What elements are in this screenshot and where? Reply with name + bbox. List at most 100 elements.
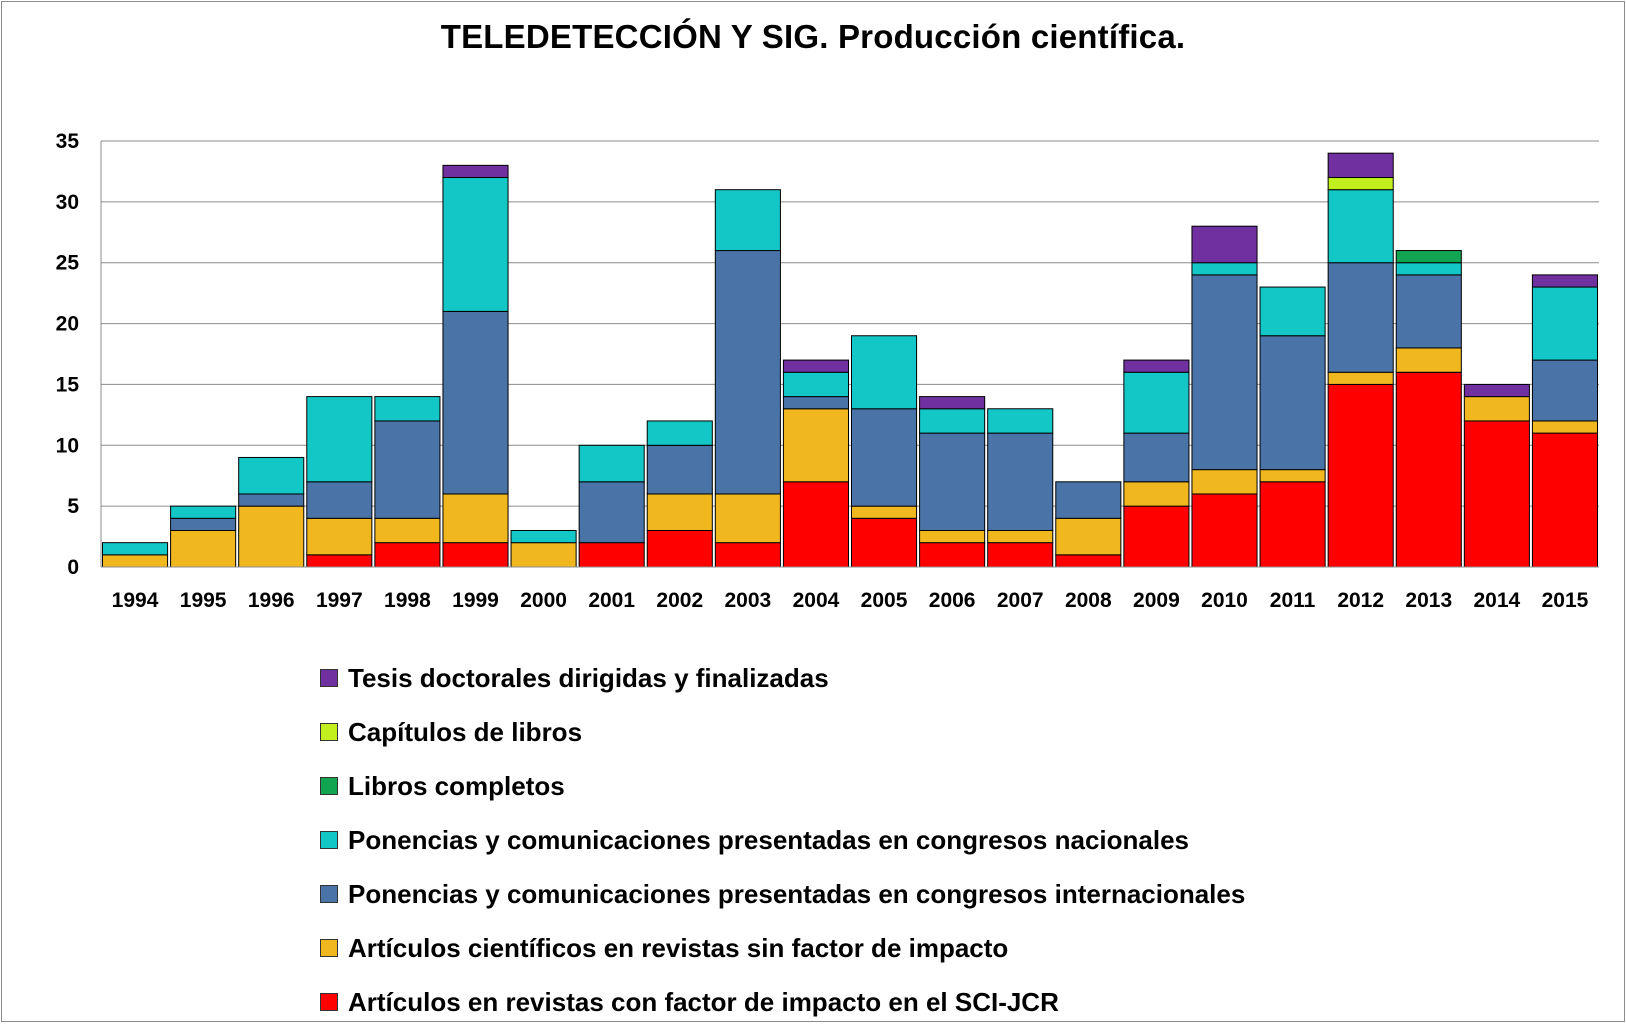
bars [102,152,1598,568]
legend-swatch [320,885,338,903]
y-tick-label: 0 [67,556,79,579]
bar-segment [442,542,509,568]
bar-segment [1259,469,1326,483]
y-tick-label: 10 [56,434,79,457]
x-tick-label: 2011 [1270,589,1316,612]
x-axis: 1994 1995 1996 1997 1998 1999 2000 2001 2002 2003… [101,566,1599,612]
bar-segment [1531,359,1598,422]
legend-item: Capítulos de libros [320,705,1245,759]
bar-segment [1531,274,1598,288]
bar-segment [102,542,169,556]
bar-segment [102,554,169,568]
bar-segment [1327,177,1394,191]
bar-segment [1259,286,1326,337]
chart-title: TELEDETECCIÓN Y SIG. Producción científi… [440,18,1186,55]
bar-segment [1531,420,1598,434]
bar-segment [1055,554,1122,568]
bar-segment [374,396,441,422]
bar-segment [306,517,373,556]
bar-segment [782,396,850,410]
legend-swatch [320,669,338,687]
x-tick-label: 1999 [452,589,499,612]
legend-swatch [320,993,338,1011]
bar-segment [714,250,781,495]
x-tick-label: 2010 [1201,589,1248,612]
y-tick-label: 5 [67,495,79,518]
bar-segment [442,164,509,179]
x-tick-label: 2006 [929,589,976,612]
bar-segment [578,481,645,544]
bar-segment [1055,481,1122,519]
bar-segment [714,493,781,544]
bar-segment [578,542,645,568]
bar-segment [578,444,645,483]
x-tick-label: 1997 [316,589,363,612]
bar-segment [170,505,237,519]
bar-segment [782,371,850,398]
bar-segment [1327,371,1394,385]
x-tick-label: 1995 [180,589,227,612]
x-tick-label: 2008 [1065,589,1112,612]
bar-segment [374,517,441,544]
legend-swatch [320,939,338,957]
bar-segment [714,189,781,252]
bar-segment [1259,481,1326,568]
bar-segment [919,542,986,568]
bar-segment [1531,286,1598,361]
legend-label: Artículos científicos en revistas sin fa… [348,932,1009,963]
bar-segment [919,408,986,434]
bar-segment [1531,432,1598,568]
bar-segment [1327,383,1394,568]
bar-segment [919,396,986,410]
bar-segment [1191,469,1258,495]
bar-segment [1463,420,1530,568]
legend-label: Artículos en revistas con factor de impa… [348,986,1059,1017]
bar-segment [782,481,850,568]
legend-label: Tesis doctorales dirigidas y finalizadas [348,662,829,693]
x-tick-label: 2000 [520,589,567,612]
x-tick-label: 2004 [793,589,840,612]
bar-segment [782,408,850,483]
bar-segment [646,493,713,531]
x-tick-label: 2003 [725,589,772,612]
legend-item: Artículos en revistas con factor de impa… [320,975,1245,1029]
legend-swatch [320,777,338,795]
bar-segment [714,542,781,568]
bar-segment [442,493,509,544]
legend-label: Ponencias y comunicaciones presentadas e… [348,824,1189,855]
y-tick-label: 35 [56,130,80,153]
bar-segment [1395,371,1462,568]
legend-item: Ponencias y comunicaciones presentadas e… [320,867,1245,921]
x-tick-label: 2005 [861,589,908,612]
bar-segment [306,481,373,519]
bar-segment [919,529,986,544]
legend-label: Libros completos [348,770,565,801]
bar-segment [170,529,237,568]
bar-segment [1395,250,1462,264]
y-tick-label: 20 [56,313,79,336]
bar-segment [1123,371,1190,434]
bar-segment [442,177,509,312]
legend-label: Ponencias y comunicaciones presentadas e… [348,878,1246,909]
x-tick-label: 2002 [656,589,703,612]
bar-segment [851,408,918,507]
bar-segment [1055,517,1122,556]
bar-segment [987,432,1054,531]
bar-segment [374,542,441,568]
bar-segment [987,542,1054,568]
bar-segment [1327,189,1394,264]
bar-segment [442,310,509,495]
bar-segment [1191,493,1258,568]
bar-segment [646,420,713,446]
x-tick-label: 2001 [588,589,635,612]
legend-item: Artículos científicos en revistas sin fa… [320,921,1245,975]
bar-segment [646,444,713,495]
bar-segment [306,396,373,483]
legend: Tesis doctorales dirigidas y finalizadas… [320,651,1245,1029]
bar-segment [851,505,918,519]
bar-segment [987,529,1054,544]
bar-segment [851,335,918,410]
bar-segment [1395,347,1462,373]
bar-segment [1395,262,1462,276]
